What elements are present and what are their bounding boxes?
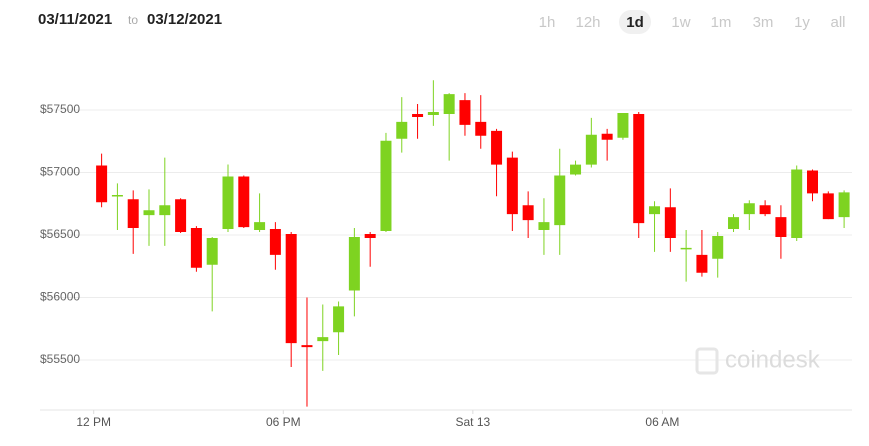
candle-body <box>601 133 613 140</box>
candle-body <box>506 157 518 215</box>
candle-body <box>238 176 250 228</box>
range-button[interactable]: 12h <box>575 14 600 31</box>
candle-body <box>664 207 676 238</box>
date-to: 03/12/2021 <box>147 11 222 28</box>
x-tick-label: 06 PM <box>266 415 301 429</box>
candle-body <box>427 112 439 115</box>
range-button[interactable]: 3m <box>753 14 774 31</box>
candle-body <box>222 176 234 229</box>
range-button[interactable]: 1w <box>671 14 690 31</box>
candle-body <box>759 205 771 215</box>
candle-body <box>696 254 708 273</box>
x-tick-label: Sat 13 <box>456 415 491 429</box>
candle-body <box>254 222 266 230</box>
candle-body <box>680 247 692 250</box>
candle-body <box>317 337 329 342</box>
range-button[interactable]: 1h <box>539 14 556 31</box>
plot: $55500 $56000 $56500 $57000 $57500 12 PM 06 PM… <box>40 80 852 429</box>
candle-body <box>206 238 218 265</box>
y-tick-label: $57000 <box>40 165 80 179</box>
candle-body <box>617 113 629 138</box>
watermark-icon <box>695 347 719 375</box>
range-selected-bg <box>619 10 651 34</box>
candle-body <box>380 140 392 231</box>
date-to-word: to <box>128 13 138 27</box>
candle-body <box>807 170 819 194</box>
watermark-text: coindesk <box>725 346 821 373</box>
candle-body <box>712 236 724 259</box>
x-tick-label: 06 AM <box>645 415 679 429</box>
candle-body <box>570 164 582 175</box>
candle-body <box>838 192 850 218</box>
candle-body <box>822 193 834 220</box>
candle-body <box>127 199 139 228</box>
candle-body <box>475 121 487 136</box>
candle-body <box>554 175 566 226</box>
candle-body <box>633 114 645 224</box>
candle-body <box>269 229 281 255</box>
candle-body <box>348 237 360 291</box>
range-button[interactable]: 1y <box>794 14 810 31</box>
candle-body <box>491 130 503 165</box>
candle-body <box>111 195 123 197</box>
candle-body <box>522 205 534 221</box>
candle-body <box>396 121 408 139</box>
candle-body <box>333 306 345 333</box>
y-tick-label: $55500 <box>40 352 80 366</box>
candle-body <box>649 206 661 215</box>
y-tick-label: $56000 <box>40 290 80 304</box>
candle-body <box>96 165 108 203</box>
candle-body <box>775 217 787 237</box>
candle-body <box>364 234 376 238</box>
candle-body <box>143 210 155 216</box>
y-tick-label: $57500 <box>40 102 80 116</box>
candle-body <box>443 94 455 114</box>
candle-body <box>159 205 171 216</box>
range-selector: 1h 12h 1d 1w 1m 3m 1y all <box>539 10 846 34</box>
candle-body <box>190 228 202 268</box>
candle-body <box>459 100 471 125</box>
watermark: coindesk <box>695 346 821 375</box>
range-button[interactable]: 1d <box>626 14 644 31</box>
candle-body <box>743 203 755 215</box>
range-button[interactable]: all <box>830 14 845 31</box>
y-tick-label: $56500 <box>40 227 80 241</box>
candle-body <box>285 234 297 344</box>
candle-body <box>538 222 550 230</box>
range-button[interactable]: 1m <box>711 14 732 31</box>
candle-body <box>412 114 424 117</box>
candle-body <box>728 217 740 229</box>
candle-body <box>791 169 803 238</box>
candle-body <box>175 199 187 232</box>
x-tick-label: 12 PM <box>76 415 111 429</box>
candle-body <box>585 134 597 165</box>
date-from: 03/11/2021 <box>38 11 112 28</box>
candle-body <box>301 345 313 348</box>
